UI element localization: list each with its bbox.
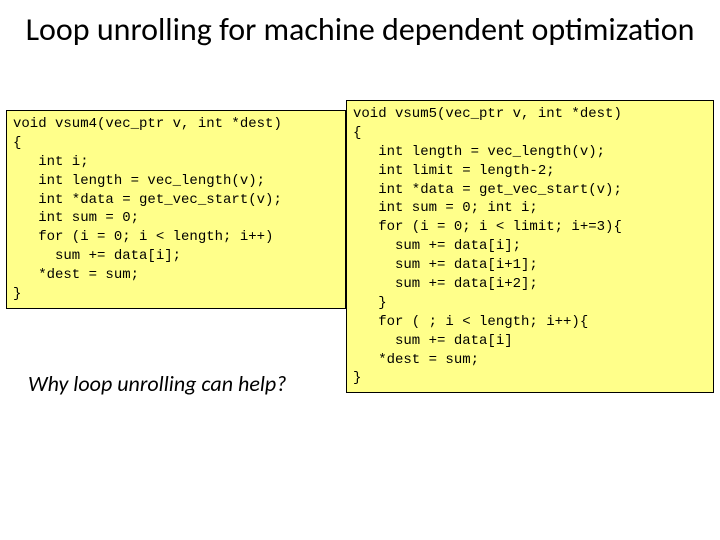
question-text: Why loop unrolling can help?: [28, 370, 286, 397]
code-box-left: void vsum4(vec_ptr v, int *dest) { int i…: [6, 110, 346, 309]
code-box-right: void vsum5(vec_ptr v, int *dest) { int l…: [346, 100, 714, 393]
slide-title: Loop unrolling for machine dependent opt…: [0, 0, 720, 57]
